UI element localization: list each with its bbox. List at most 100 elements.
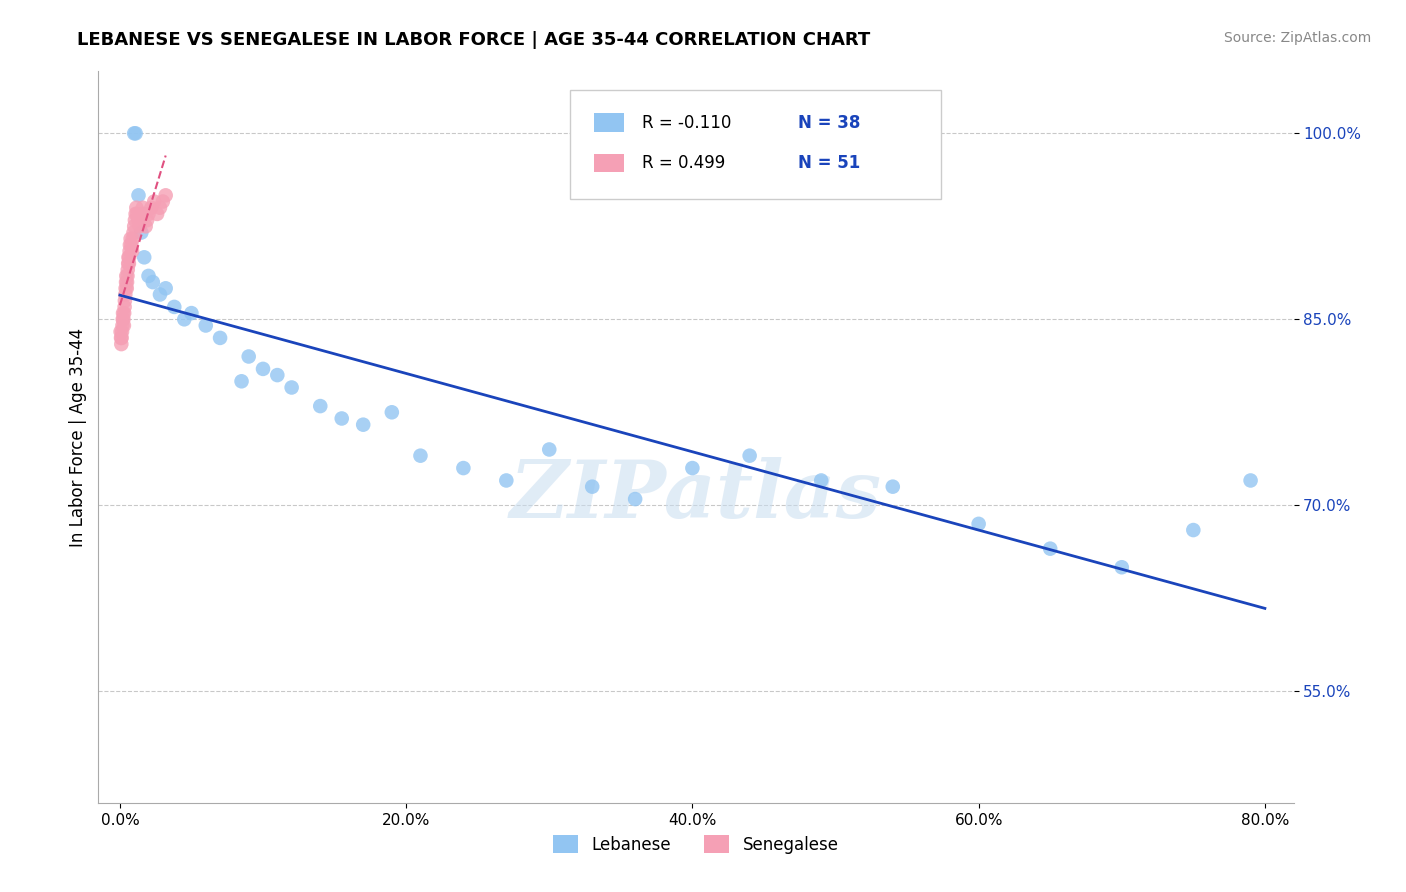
Point [124, 126, 146, 140]
Point [115, 275, 138, 289]
Point [131, 207, 153, 221]
Point [266, 368, 288, 383]
Point [121, 232, 143, 246]
Point [112, 306, 135, 320]
Point [149, 201, 172, 215]
Point [453, 461, 475, 475]
Point [409, 449, 432, 463]
Point [152, 194, 174, 209]
Point [132, 201, 155, 215]
Point [110, 331, 132, 345]
Point [209, 331, 232, 345]
Point [681, 461, 703, 475]
Point [163, 300, 186, 314]
Point [155, 188, 177, 202]
Text: N = 38: N = 38 [797, 113, 860, 131]
Point [120, 238, 142, 252]
Point [110, 337, 132, 351]
Point [118, 244, 141, 259]
Point [112, 318, 135, 333]
Point [120, 232, 142, 246]
Text: Source: ZipAtlas.com: Source: ZipAtlas.com [1223, 31, 1371, 45]
Point [280, 380, 302, 394]
Point [131, 226, 153, 240]
Point [135, 219, 157, 234]
Point [581, 480, 603, 494]
Point [142, 275, 165, 289]
Text: ZIPatlas: ZIPatlas [510, 457, 882, 534]
Point [117, 268, 139, 283]
Point [122, 219, 145, 234]
Point [115, 275, 138, 289]
Point [138, 207, 160, 221]
Point [110, 331, 132, 345]
Point [495, 474, 517, 488]
Point [117, 250, 139, 264]
Point [134, 250, 156, 264]
Point [112, 306, 135, 320]
Point [117, 256, 139, 270]
Text: R = 0.499: R = 0.499 [643, 153, 725, 172]
Point [352, 417, 374, 432]
Point [155, 281, 177, 295]
Point [125, 207, 148, 221]
Point [125, 201, 148, 215]
Text: R = -0.110: R = -0.110 [643, 113, 731, 131]
Point [810, 474, 832, 488]
Point [252, 362, 274, 376]
Point [124, 207, 146, 221]
Point [309, 399, 332, 413]
Point [115, 268, 138, 283]
Point [624, 491, 647, 506]
Text: N = 51: N = 51 [797, 153, 860, 172]
Point [231, 374, 253, 388]
Point [143, 194, 166, 209]
Point [118, 250, 141, 264]
Point [128, 213, 150, 227]
Point [122, 226, 145, 240]
FancyBboxPatch shape [571, 90, 941, 200]
Point [138, 268, 160, 283]
Text: LEBANESE VS SENEGALESE IN LABOR FORCE | AGE 35-44 CORRELATION CHART: LEBANESE VS SENEGALESE IN LABOR FORCE | … [77, 31, 870, 49]
Point [118, 256, 141, 270]
Point [1111, 560, 1133, 574]
Point [129, 219, 152, 234]
Point [1239, 474, 1261, 488]
Point [112, 312, 135, 326]
Point [111, 312, 134, 326]
Point [381, 405, 404, 419]
Point [114, 300, 136, 314]
Point [115, 281, 138, 295]
Point [122, 126, 145, 140]
Point [111, 325, 134, 339]
Point [114, 281, 136, 295]
Point [149, 287, 172, 301]
Point [117, 262, 139, 277]
Point [111, 318, 134, 333]
Y-axis label: In Labor Force | Age 35-44: In Labor Force | Age 35-44 [69, 327, 87, 547]
Point [114, 287, 136, 301]
Point [180, 306, 202, 320]
Point [124, 213, 146, 227]
Point [146, 207, 169, 221]
Point [121, 244, 143, 259]
Point [967, 516, 990, 531]
Point [538, 442, 561, 457]
Point [141, 201, 163, 215]
Point [1039, 541, 1062, 556]
Point [738, 449, 761, 463]
Point [1182, 523, 1205, 537]
Point [136, 213, 159, 227]
Point [173, 312, 195, 326]
Point [118, 238, 141, 252]
Point [114, 293, 136, 308]
Point [330, 411, 353, 425]
Point [238, 350, 260, 364]
Point [882, 480, 904, 494]
FancyBboxPatch shape [595, 113, 624, 132]
FancyBboxPatch shape [595, 153, 624, 172]
Point [128, 188, 150, 202]
Point [110, 325, 132, 339]
Point [134, 207, 156, 221]
Point [194, 318, 217, 333]
